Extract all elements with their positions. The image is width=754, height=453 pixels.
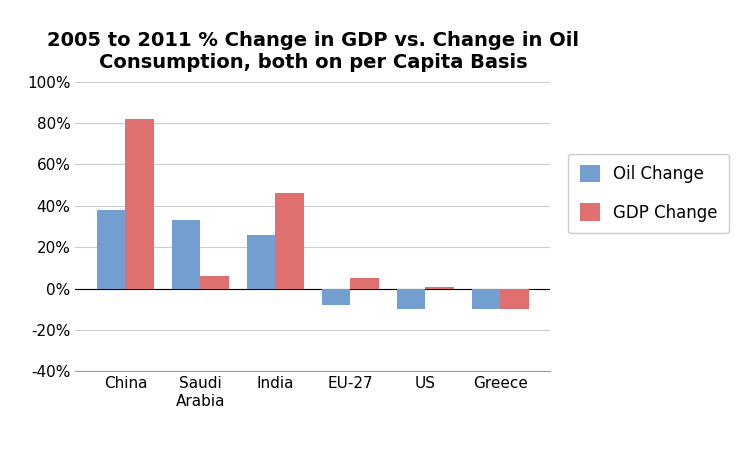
Bar	[322, 289, 351, 305]
Title: 2005 to 2011 % Change in GDP vs. Change in Oil
Consumption, both on per Capita B: 2005 to 2011 % Change in GDP vs. Change …	[47, 31, 579, 72]
Bar	[97, 210, 125, 289]
Bar	[172, 220, 201, 289]
Bar	[201, 276, 229, 289]
Legend: Oil Change, GDP Change: Oil Change, GDP Change	[569, 154, 729, 233]
Bar	[351, 278, 379, 289]
Bar	[247, 235, 275, 289]
Bar	[397, 289, 425, 309]
Bar	[472, 289, 501, 309]
Bar	[275, 193, 304, 289]
Bar	[425, 287, 454, 289]
Bar	[125, 119, 154, 289]
Bar	[501, 289, 529, 309]
